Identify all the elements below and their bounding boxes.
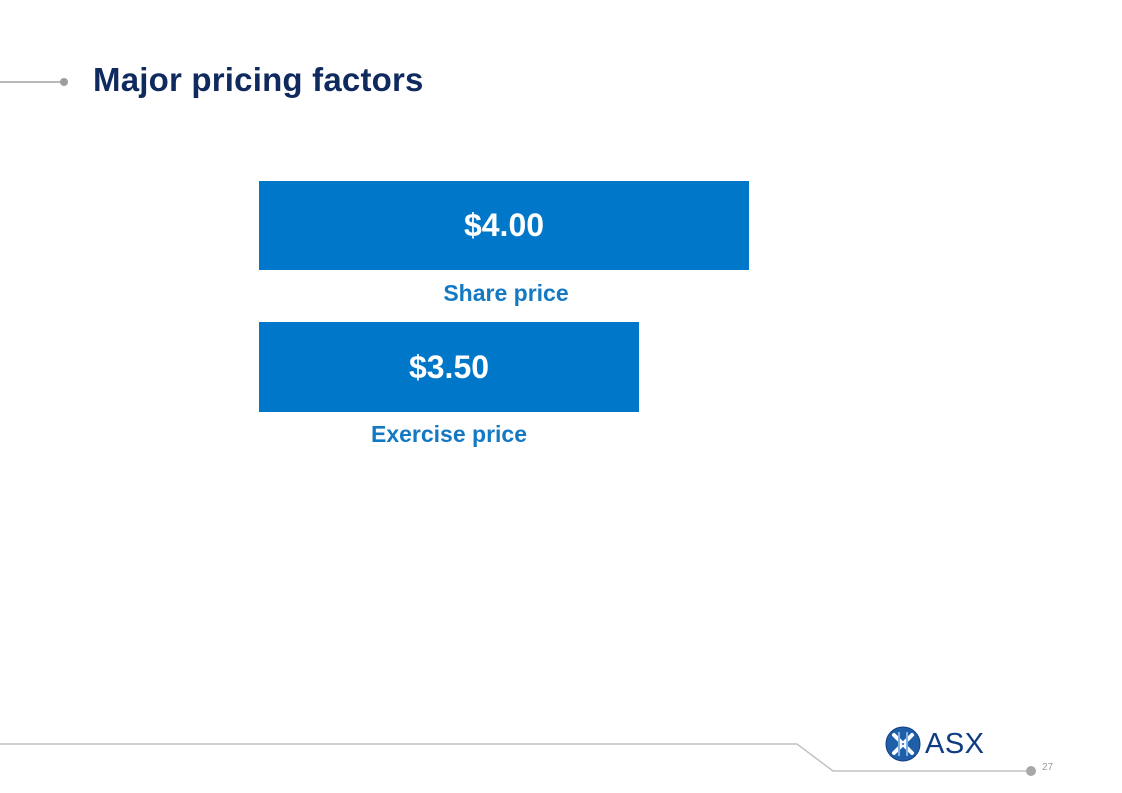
page-number: 27 bbox=[1042, 762, 1054, 773]
share-price-label: Share price bbox=[443, 280, 569, 306]
title-bullet-dot bbox=[60, 78, 68, 86]
exercise-price-bar: $3.50 bbox=[259, 322, 639, 412]
slide-title: Major pricing factors bbox=[93, 61, 424, 98]
asx-logo-text: ASX bbox=[925, 727, 985, 760]
exercise-price-value: $3.50 bbox=[408, 348, 490, 385]
share-price-bar: $4.00 bbox=[259, 181, 749, 270]
asx-logo-icon bbox=[885, 726, 921, 762]
exercise-price-label: Exercise price bbox=[370, 421, 527, 447]
title-rule bbox=[0, 81, 62, 83]
asx-logo: ASX bbox=[885, 726, 985, 762]
share-price-value: $4.00 bbox=[463, 207, 545, 243]
